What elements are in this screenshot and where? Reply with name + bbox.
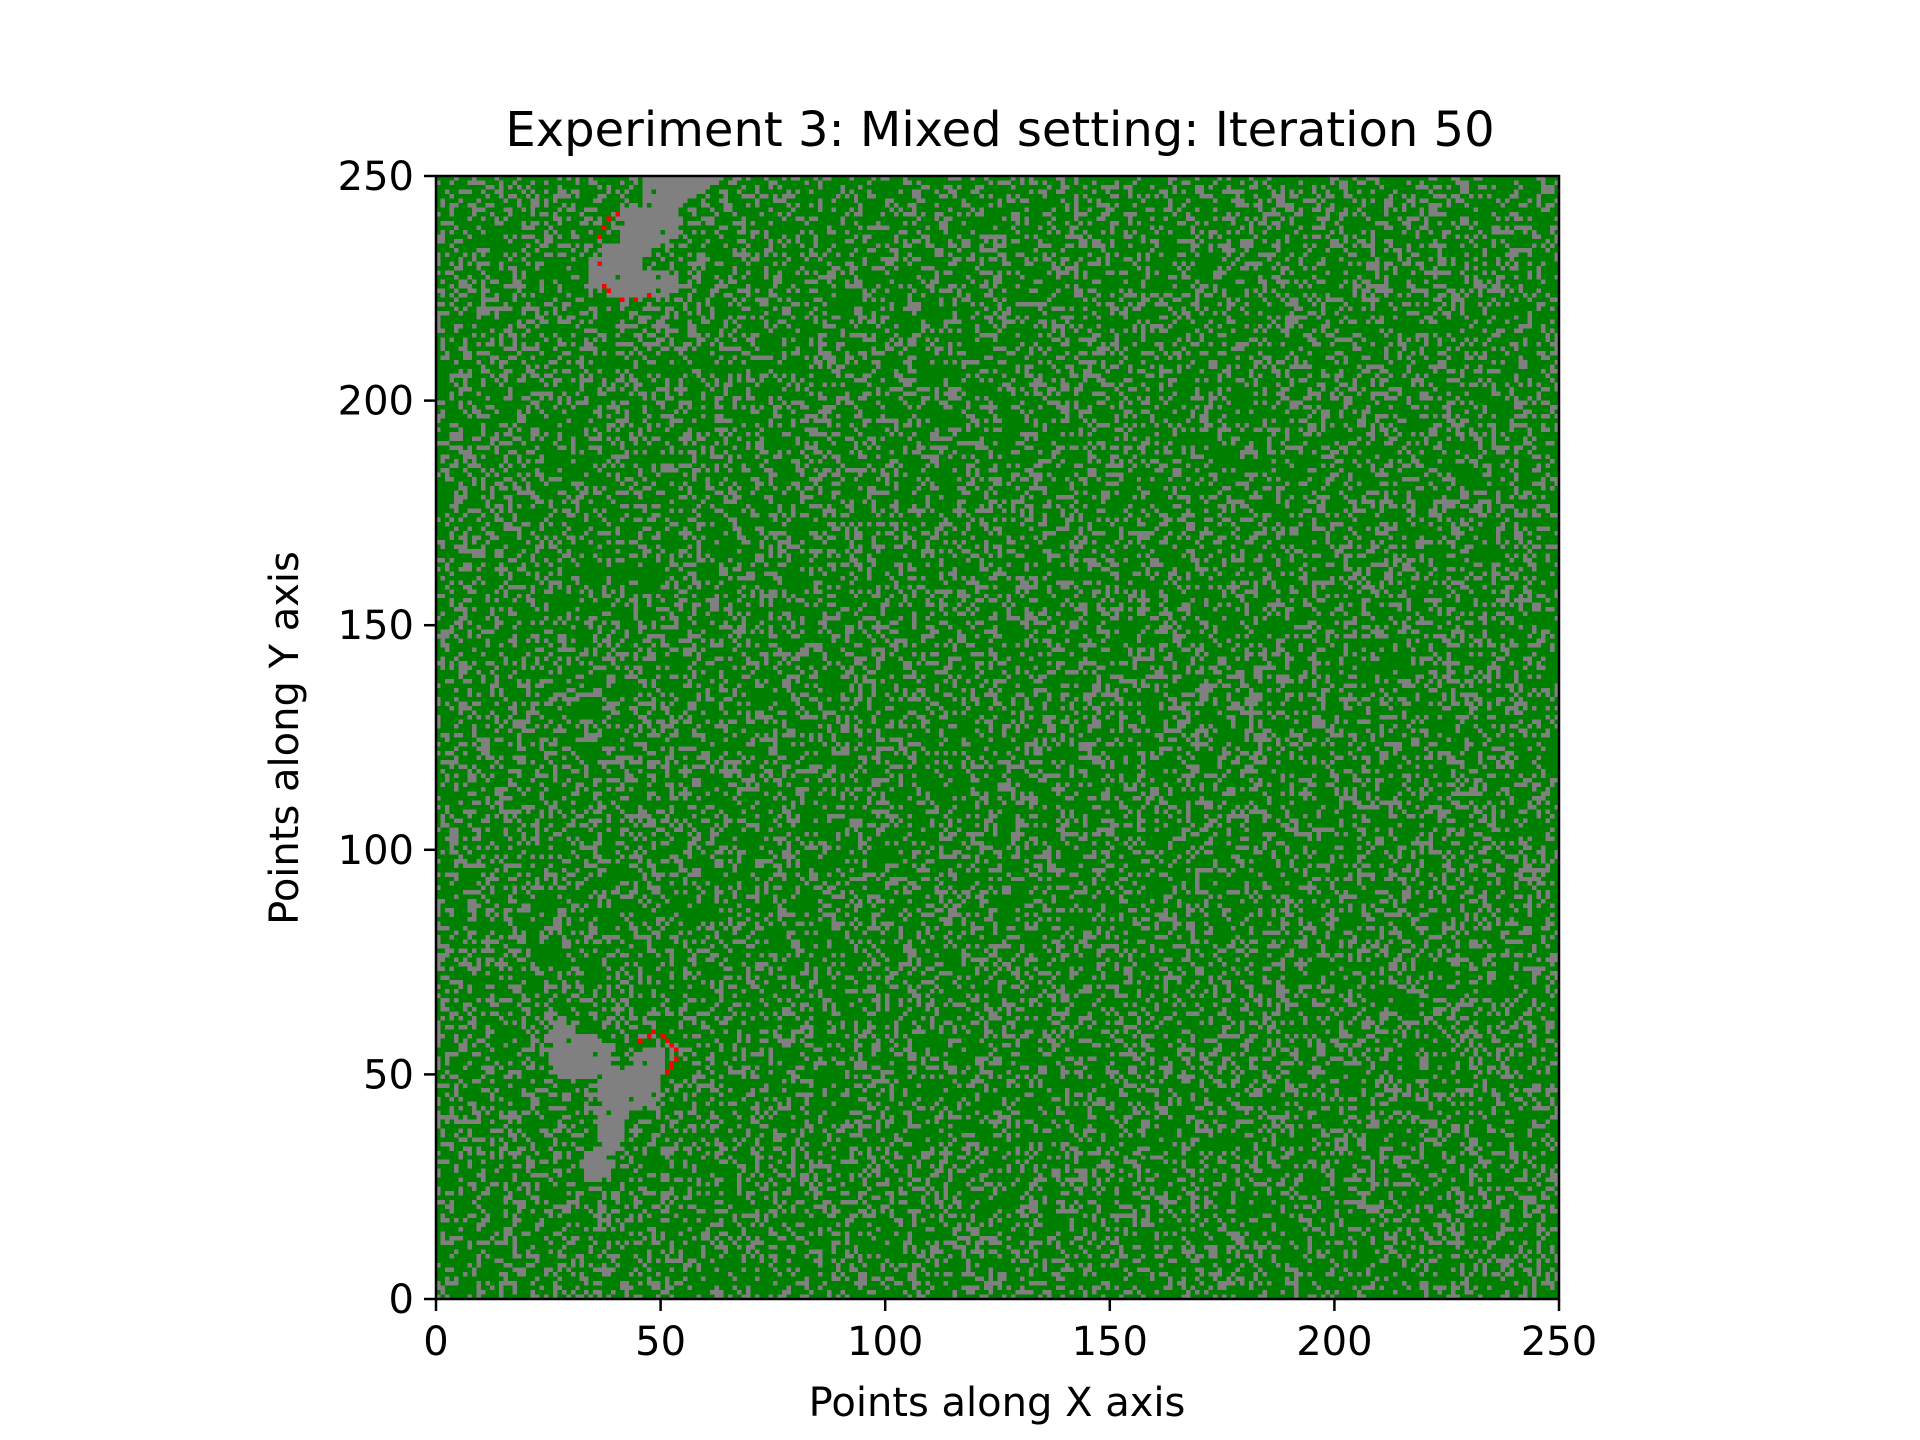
x-axis-label: Points along X axis xyxy=(809,1380,1186,1426)
y-tick-label: 150 xyxy=(338,603,414,649)
y-axis-label: Points along Y axis xyxy=(262,551,308,925)
y-tick-label: 250 xyxy=(338,154,414,200)
x-tick-label: 200 xyxy=(1296,1319,1372,1365)
y-axis-ticks: 0 50 100 150 200 250 xyxy=(338,154,436,1323)
chart-title: Experiment 3: Mixed setting: Iteration 5… xyxy=(505,102,1494,158)
y-tick-label: 200 xyxy=(338,379,414,425)
x-tick-label: 0 xyxy=(423,1319,448,1365)
x-tick-label: 50 xyxy=(635,1319,686,1365)
y-tick-label: 0 xyxy=(389,1277,414,1323)
x-axis-ticks: 0 50 100 150 200 250 xyxy=(423,1299,1597,1365)
x-tick-label: 250 xyxy=(1521,1319,1597,1365)
x-tick-label: 100 xyxy=(847,1319,923,1365)
heatmap-grid xyxy=(436,176,1559,1299)
plot-frame xyxy=(434,174,1561,1301)
y-tick-label: 50 xyxy=(363,1052,414,1098)
x-tick-label: 150 xyxy=(1072,1319,1148,1365)
y-tick-label: 100 xyxy=(338,828,414,874)
plot-area xyxy=(434,174,1561,1301)
